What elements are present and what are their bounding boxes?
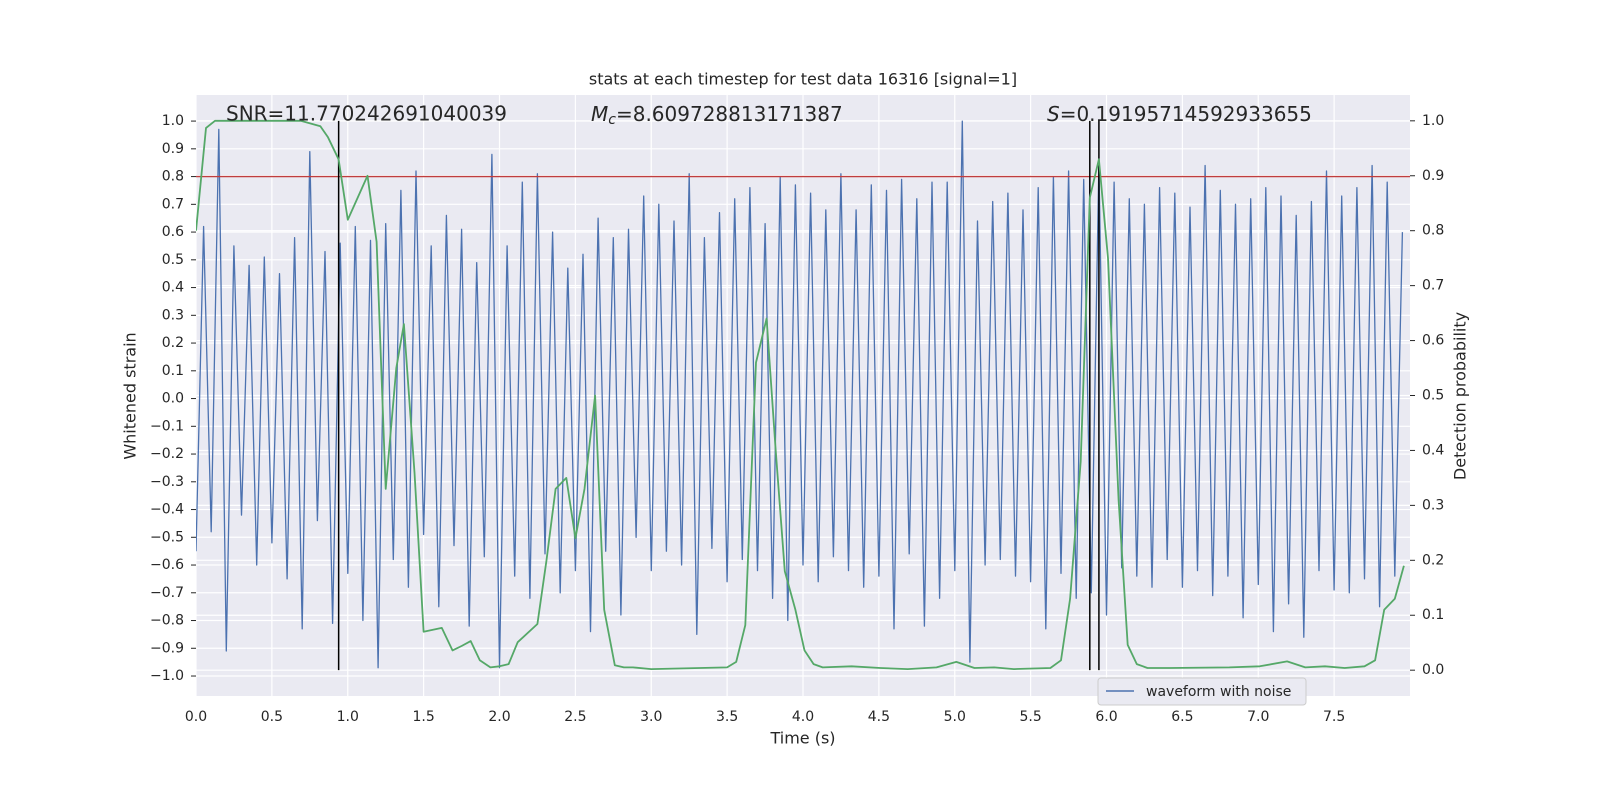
series-line	[196, 119, 1405, 670]
annotation-symbol: S	[1047, 102, 1060, 126]
y-tick-label: 0.9	[162, 141, 184, 157]
y-tick-label: −0.2	[150, 446, 184, 462]
annotation: S=0.19195714592933655	[1047, 102, 1312, 126]
y2-tick-label: 0.2	[1422, 552, 1444, 568]
y2-tick-label: 0.6	[1422, 333, 1444, 349]
x-tick-label: 1.0	[337, 709, 359, 725]
y2-tick-label: 0.4	[1422, 442, 1444, 458]
y2-tick-label: 0.0	[1422, 662, 1444, 678]
x-tick-label: 6.0	[1095, 709, 1117, 725]
y-tick-label: −0.1	[150, 418, 184, 434]
y-tick-label: 0.6	[162, 224, 184, 240]
x-axis-label: Time (s)	[769, 729, 835, 748]
y-tick-label: −1.0	[150, 668, 184, 684]
y-tick-label: 0.2	[162, 335, 184, 351]
annotation-text: =0.19195714592933655	[1060, 102, 1312, 126]
y-tick-label: −0.5	[150, 529, 184, 545]
y-tick-label: 0.7	[162, 196, 184, 212]
x-tick-label: 4.0	[792, 709, 814, 725]
y-tick-label: 0.8	[162, 169, 184, 185]
y2-tick-label: 0.7	[1422, 278, 1444, 294]
y2-tick-label: 0.3	[1422, 497, 1444, 513]
x-tick-label: 3.5	[716, 709, 738, 725]
y2-tick-label: 0.9	[1422, 168, 1444, 184]
y-tick-label: −0.3	[150, 474, 184, 490]
y2-tick-label: 0.5	[1422, 388, 1444, 404]
y2-tick-label: 0.1	[1422, 607, 1444, 623]
annotation: Mc=8.609728813171387	[591, 102, 843, 129]
plot-marks	[196, 119, 1410, 671]
series-line	[196, 120, 1404, 669]
x-tick-label: 3.0	[640, 709, 662, 725]
y-tick-label: 0.3	[162, 307, 184, 323]
x-tick-label: 0.0	[185, 709, 207, 725]
legend: waveform with noise	[1097, 677, 1307, 706]
y-axis-label: Whitened strain	[121, 332, 140, 459]
x-tick-label: 7.0	[1247, 709, 1269, 725]
y2-tick-label: 1.0	[1422, 113, 1444, 129]
y2-axis-label: Detection probability	[1451, 312, 1470, 480]
y-tick-label: 0.0	[162, 391, 184, 407]
y-tick-label: −0.7	[150, 585, 184, 601]
x-tick-label: 2.5	[564, 709, 586, 725]
annotation-symbol: M	[591, 102, 608, 126]
y-tick-label: 0.4	[162, 280, 184, 296]
x-tick-label: 0.5	[261, 709, 283, 725]
legend-box	[1097, 677, 1307, 706]
x-tick-label: 1.5	[412, 709, 434, 725]
annotation-subscript: c	[608, 112, 616, 128]
x-tick-label: 5.5	[1019, 709, 1041, 725]
y-tick-label: −0.4	[150, 502, 184, 518]
x-tick-label: 7.5	[1323, 709, 1345, 725]
y-tick-label: 0.1	[162, 363, 184, 379]
x-tick-label: 2.0	[488, 709, 510, 725]
x-tick-label: 5.0	[944, 709, 966, 725]
x-tick-label: 4.5	[868, 709, 890, 725]
y-tick-label: 1.0	[162, 113, 184, 129]
chart-title: stats at each timestep for test data 163…	[589, 70, 1017, 89]
y-tick-label: −0.8	[150, 613, 184, 629]
y-tick-label: −0.9	[150, 640, 184, 656]
annotation: SNR=11.770242691040039	[226, 102, 507, 126]
x-tick-label: 6.5	[1171, 709, 1193, 725]
y-tick-label: 0.5	[162, 252, 184, 268]
annotation-text: =8.609728813171387	[616, 102, 843, 126]
legend-label: waveform with noise	[1146, 684, 1291, 700]
y2-tick-label: 0.8	[1422, 223, 1444, 239]
y-tick-label: −0.6	[150, 557, 184, 573]
